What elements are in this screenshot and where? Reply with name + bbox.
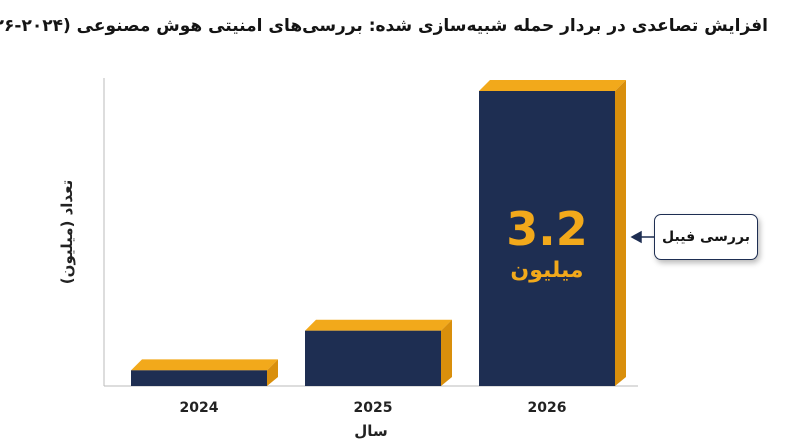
x-tick-label: 2024 [180,400,219,416]
x-tick-label: 2026 [528,400,567,416]
bar-front-face [479,91,615,386]
bar-top-face [131,359,278,371]
bar-top-face [479,80,626,91]
x-axis-label: سال [354,422,387,440]
highlight-value-label: 3.2 [506,202,588,256]
bar-side-face [267,359,278,386]
callout-arrow [630,230,654,244]
bar-front-face [131,370,267,386]
bar-2026 [479,80,626,386]
callout-text: بررسی فیبل [662,229,750,245]
bar-2025 [305,319,452,386]
bar-side-face [615,80,626,386]
bar-front-face [305,330,441,386]
bar-2024 [131,359,278,386]
x-tick-label: 2025 [354,400,393,416]
callout-box: بررسی فیبل [654,214,758,260]
bar-side-face [441,319,452,386]
chart-title: افزایش تصاعدی در بردار حمله شبیه‌سازی شد… [0,16,768,36]
highlight-unit-label: میلیون [510,258,583,283]
y-axis-label: تعداد (میلیون) [58,180,76,284]
bar-top-face [305,319,452,331]
